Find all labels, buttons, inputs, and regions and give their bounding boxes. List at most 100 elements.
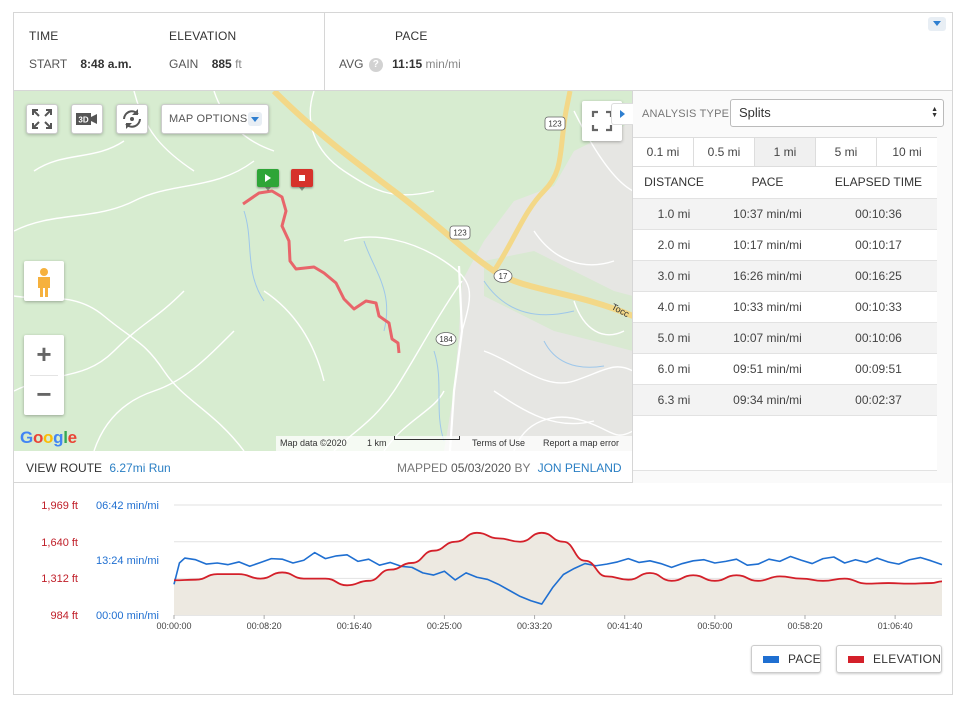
legend-elevation-label: ELEVATION xyxy=(873,652,942,666)
start-value: 8:48 a.m. xyxy=(80,57,132,71)
x-tick-label: 00:50:00 xyxy=(697,621,732,631)
x-tick-label: 00:08:20 xyxy=(247,621,282,631)
elevation-tick-label: 1,640 ft xyxy=(41,537,78,549)
x-tick-label: 00:25:00 xyxy=(427,621,462,631)
zoom-separator xyxy=(30,375,58,376)
rotate-map-button[interactable] xyxy=(116,104,148,134)
map-green-patch xyxy=(484,251,632,351)
route-detail-card: TIME START 8:48 a.m. ELEVATION GAIN 885 … xyxy=(13,12,953,695)
map-data-credit: Map data ©2020 xyxy=(280,438,347,448)
split-elapsed: 00:10:33 xyxy=(820,290,937,322)
analysis-type-value: Splits xyxy=(739,105,771,120)
gain-label: GAIN xyxy=(169,57,199,71)
route-map[interactable]: 123 123 17 184 Tocc 3D xyxy=(14,91,633,451)
splits-header-row: DISTANCE PACE ELAPSED TIME xyxy=(633,167,937,198)
split-distance: 1.0 mi xyxy=(633,197,715,229)
stats-header: TIME START 8:48 a.m. ELEVATION GAIN 885 … xyxy=(14,13,952,91)
split-elapsed: 00:09:51 xyxy=(820,352,937,384)
split-elapsed: 00:10:36 xyxy=(820,197,937,229)
view-route: VIEW ROUTE 6.27mi Run xyxy=(26,461,171,475)
elevation-tick-label: 1,969 ft xyxy=(41,500,78,512)
tab-10-mi[interactable]: 10 mi xyxy=(892,145,922,159)
analysis-type-select[interactable]: Splits ▲ ▼ xyxy=(730,99,944,127)
split-distance: 6.0 mi xyxy=(633,352,715,384)
start-marker[interactable] xyxy=(257,169,279,191)
map-options-label: MAP OPTIONS xyxy=(169,113,248,125)
split-distance: 3.0 mi xyxy=(633,259,715,291)
legend-pace-toggle[interactable]: PACE xyxy=(751,645,821,673)
3d-view-icon: 3D xyxy=(76,113,97,125)
legend-elevation-toggle[interactable]: ELEVATION xyxy=(836,645,942,673)
route-distance-link[interactable]: 6.27mi Run xyxy=(109,461,171,475)
rotate-icon xyxy=(123,109,141,129)
table-row: 5.0 mi 10:07 min/mi 00:10:06 xyxy=(633,321,937,353)
view-route-label: VIEW ROUTE xyxy=(26,461,103,475)
map-route-184 xyxy=(448,265,464,451)
x-tick-label: 00:41:40 xyxy=(607,621,642,631)
zoom-in-button[interactable]: + xyxy=(36,339,52,369)
tab-0.5-mi[interactable]: 0.5 mi xyxy=(694,138,755,166)
chart-svg[interactable]: 1,969 ft 1,640 ft 1,312 ft 984 ft 06:42 min/… xyxy=(14,483,952,695)
chevron-down-icon xyxy=(248,112,262,126)
scale-label: 1 km xyxy=(367,438,387,448)
stop-marker[interactable] xyxy=(291,169,313,191)
author-link[interactable]: JON PENLAND xyxy=(537,461,622,475)
tab-5-mi[interactable]: 5 mi xyxy=(816,138,877,166)
table-row: 6.3 mi 09:34 min/mi 00:02:37 xyxy=(633,383,937,415)
pace-series-line[interactable] xyxy=(173,551,943,605)
pace-tick-label: 06:42 min/mi xyxy=(96,500,159,512)
road-shield-123-north xyxy=(544,116,566,131)
help-icon[interactable]: ? xyxy=(368,58,383,72)
expand-map-button[interactable] xyxy=(26,104,58,134)
split-elapsed: 00:10:17 xyxy=(820,228,937,260)
road-shield-123 xyxy=(449,225,471,240)
map-terrain: 123 123 17 184 Tocc xyxy=(14,91,632,451)
mapped-date: 05/03/2020 xyxy=(451,461,512,475)
col-pace: PACE xyxy=(715,167,820,198)
pace-tick-label: 00:00 min/mi xyxy=(96,610,159,622)
split-pace: 16:26 min/mi xyxy=(715,259,820,291)
collapse-stats-button[interactable] xyxy=(928,17,946,31)
road-label-123-north: 123 xyxy=(548,120,562,129)
pace-heading: PACE xyxy=(395,29,428,43)
road-label-17: 17 xyxy=(499,272,508,281)
terms-link[interactable]: Terms of Use xyxy=(472,438,526,448)
elevation-tick-label: 984 ft xyxy=(50,610,78,622)
mapped-label: MAPPED xyxy=(397,461,448,475)
split-elapsed: 00:16:25 xyxy=(820,259,937,291)
split-distance: 4.0 mi xyxy=(633,290,715,322)
x-tick-label: 00:16:40 xyxy=(337,621,372,631)
mapped-info: MAPPED 05/03/2020 BY JON PENLAND xyxy=(397,461,622,475)
road-shield-184 xyxy=(435,332,457,346)
route-line[interactable] xyxy=(242,189,401,354)
zoom-control: + − xyxy=(24,335,64,415)
street-view-pegman[interactable] xyxy=(24,261,64,301)
zoom-out-button[interactable]: − xyxy=(36,379,52,409)
start-time: START 8:48 a.m. xyxy=(29,57,132,71)
map-attribution: Map data ©2020 1 km Terms of Use Report … xyxy=(276,436,632,451)
map-streams xyxy=(243,210,605,442)
elevation-swatch xyxy=(848,656,864,663)
road-label-123: 123 xyxy=(453,229,467,238)
legend-pace-label: PACE xyxy=(788,652,821,666)
elevation-pace-chart: 1,969 ft 1,640 ft 1,312 ft 984 ft 06:42 min/… xyxy=(14,483,952,695)
by-label: BY xyxy=(514,461,531,475)
split-distance: 2.0 mi xyxy=(633,228,715,260)
average-pace: AVG ? 11:15 min/mi xyxy=(339,57,461,72)
map-highway xyxy=(271,91,632,319)
report-error-link[interactable]: Report a map error xyxy=(543,438,620,448)
avg-pace-value: 11:15 xyxy=(392,57,423,71)
analysis-panel: ANALYSIS TYPE: Splits ▲ ▼ 0.1 mi 0.5 mi 1… xyxy=(611,91,952,483)
split-pace: 10:37 min/mi xyxy=(715,197,820,229)
tab-1-mi[interactable]: 1 mi xyxy=(755,138,816,166)
split-interval-tabs: 0.1 mi 0.5 mi 1 mi 5 mi 10 mi xyxy=(633,137,937,167)
tab-0.1-mi[interactable]: 0.1 mi xyxy=(633,138,694,166)
elevation-series-line[interactable] xyxy=(173,531,943,587)
map-highway-north xyxy=(491,91,573,273)
col-elapsed-time: ELAPSED TIME xyxy=(820,167,937,198)
map-options-dropdown[interactable]: MAP OPTIONS xyxy=(161,104,269,134)
panel-toggle-button[interactable] xyxy=(611,103,633,125)
start-label: START xyxy=(29,57,68,71)
3d-view-button[interactable]: 3D xyxy=(71,104,103,134)
split-distance: 5.0 mi xyxy=(633,321,715,353)
